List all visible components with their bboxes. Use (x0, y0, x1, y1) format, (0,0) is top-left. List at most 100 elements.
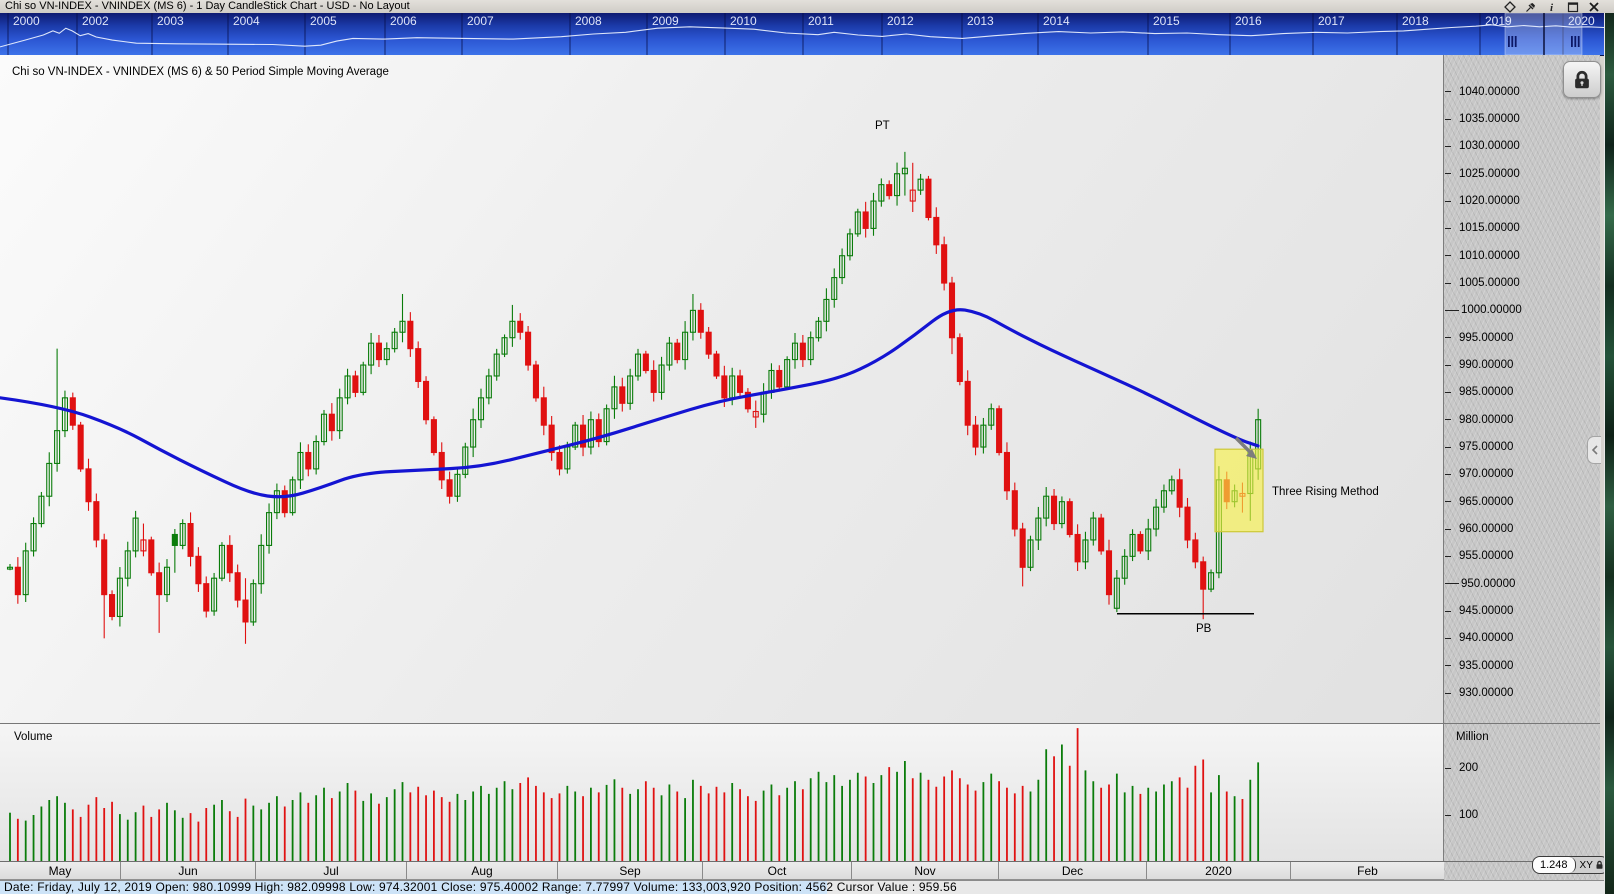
panel-collapse-button[interactable] (1587, 436, 1601, 464)
annotation-pt[interactable]: PT (875, 120, 890, 132)
candle-body (1137, 533, 1144, 552)
volume-canvas[interactable] (0, 724, 1443, 862)
candle-body (878, 184, 885, 202)
candle-body (258, 544, 265, 585)
year-label: 2010 (730, 14, 757, 28)
candle-body (627, 375, 634, 404)
scale-value[interactable]: 1.248 (1533, 857, 1576, 873)
navigator-canvas[interactable]: 2000 2002 2003 2004 2005 2006 2007 2008 2009 2010… (0, 13, 1604, 55)
price-chart-canvas[interactable] (0, 55, 1443, 723)
candle-body (744, 391, 751, 410)
price-tick-label: 1040.00000 (1445, 85, 1520, 99)
history-navigator-strip[interactable]: 2000 2002 2003 2004 2005 2006 2007 2008 2009 2010… (0, 13, 1604, 56)
year-label: 2009 (652, 14, 679, 28)
candle-body (893, 173, 901, 197)
price-tick-label: 1015.00000 (1445, 221, 1520, 235)
pin-icon[interactable] (1525, 1, 1537, 13)
candle-body (30, 522, 37, 552)
candle-body (1043, 495, 1050, 519)
candle-body (454, 473, 461, 497)
candle-body (956, 337, 963, 382)
selection-handle[interactable] (1514, 36, 1517, 47)
candle-body (1090, 517, 1097, 541)
candle-body (6, 566, 14, 570)
candle-body (525, 331, 532, 366)
volume-tick-label: 100 (1445, 808, 1478, 822)
year-label: 2006 (390, 14, 417, 28)
price-tick-label: 1025.00000 (1445, 167, 1520, 181)
selection-handle[interactable] (1577, 36, 1580, 47)
year-label: 2012 (887, 14, 914, 28)
small-lock-icon (1596, 860, 1603, 869)
candle-body (391, 331, 398, 350)
maximize-icon[interactable] (1567, 1, 1579, 13)
candle-body (996, 408, 1003, 454)
candle-body (517, 320, 524, 333)
year-label: 2004 (233, 14, 260, 28)
selection-handle[interactable] (1574, 36, 1577, 47)
candle-body (352, 375, 359, 393)
candle-body (587, 419, 594, 448)
candle-body (281, 490, 288, 514)
candle-body (485, 375, 492, 399)
candle-body (1176, 479, 1183, 508)
scale-badge[interactable]: 1.248 XY (1532, 856, 1609, 874)
candle-body (140, 539, 147, 552)
candle-body (132, 517, 139, 552)
price-tick-label: 980.00000 (1445, 413, 1513, 427)
price-tick-label: 990.00000 (1445, 358, 1513, 372)
price-tick-label: 940.00000 (1445, 631, 1513, 645)
price-tick-label: 945.00000 (1445, 604, 1513, 618)
candle-body (305, 451, 312, 470)
price-chart-pane[interactable]: Chi so VN-INDEX - VNINDEX (MS 6) & 50 Pe… (0, 55, 1444, 723)
candle-body (344, 375, 351, 399)
candle-body (313, 441, 320, 470)
year-label: 2018 (1402, 14, 1429, 28)
price-axis[interactable]: 1040.00000 1035.00000 1030.00000 1025.00000… (1444, 55, 1600, 723)
year-label: 2016 (1235, 14, 1262, 28)
candle-body (203, 583, 210, 612)
candle-body (776, 369, 783, 388)
volume-tick-label: 200 (1445, 761, 1478, 775)
year-label: 2014 (1043, 14, 1070, 28)
window-title: Chi so VN-INDEX - VNINDEX (MS 6) - 1 Day… (5, 0, 410, 12)
price-tick-label: 1005.00000 (1445, 276, 1520, 290)
candle-body (658, 364, 665, 393)
selection-handle[interactable] (1511, 36, 1514, 47)
candle-body (477, 397, 485, 421)
annotation-pb[interactable]: PB (1196, 623, 1212, 635)
candle-body (501, 337, 508, 355)
candle-body (689, 309, 697, 333)
candle-body (1051, 495, 1058, 525)
time-axis[interactable]: May Jun Jul Aug Sep Oct Nov Dec 2020 Feb (0, 861, 1444, 880)
candle-body (1019, 528, 1026, 568)
candle-body (1184, 506, 1191, 541)
info-icon[interactable]: i (1546, 1, 1558, 13)
candle-body (1058, 501, 1065, 525)
selection-handle[interactable] (1571, 36, 1573, 47)
candle-body (650, 369, 657, 393)
desktop-edge-strip (1604, 13, 1614, 894)
xy-axis-lock[interactable]: XY (1576, 857, 1608, 873)
annotation-pattern-label[interactable]: Three Rising Method (1272, 486, 1379, 498)
candle-body (407, 320, 414, 350)
diamond-icon[interactable] (1504, 1, 1516, 13)
candle-body (980, 424, 987, 448)
candle-body (422, 380, 430, 421)
candle-body (1129, 533, 1136, 557)
price-tick-label: 985.00000 (1445, 385, 1513, 399)
year-label: 2002 (82, 14, 109, 28)
price-tick-label: 930.00000 (1445, 686, 1513, 700)
selection-handle[interactable] (1508, 36, 1510, 47)
axis-lock-button[interactable] (1563, 61, 1601, 98)
candle-body (54, 430, 61, 464)
close-icon[interactable] (1588, 1, 1600, 13)
candle-body (85, 468, 92, 503)
candle-body (831, 277, 838, 300)
candle-body (1160, 490, 1167, 508)
candle-body (399, 320, 406, 333)
pattern-highlight-box[interactable] (1214, 448, 1264, 533)
volume-pane[interactable]: Volume (0, 723, 1444, 862)
candle-body (642, 353, 649, 372)
candle-body (784, 359, 791, 388)
